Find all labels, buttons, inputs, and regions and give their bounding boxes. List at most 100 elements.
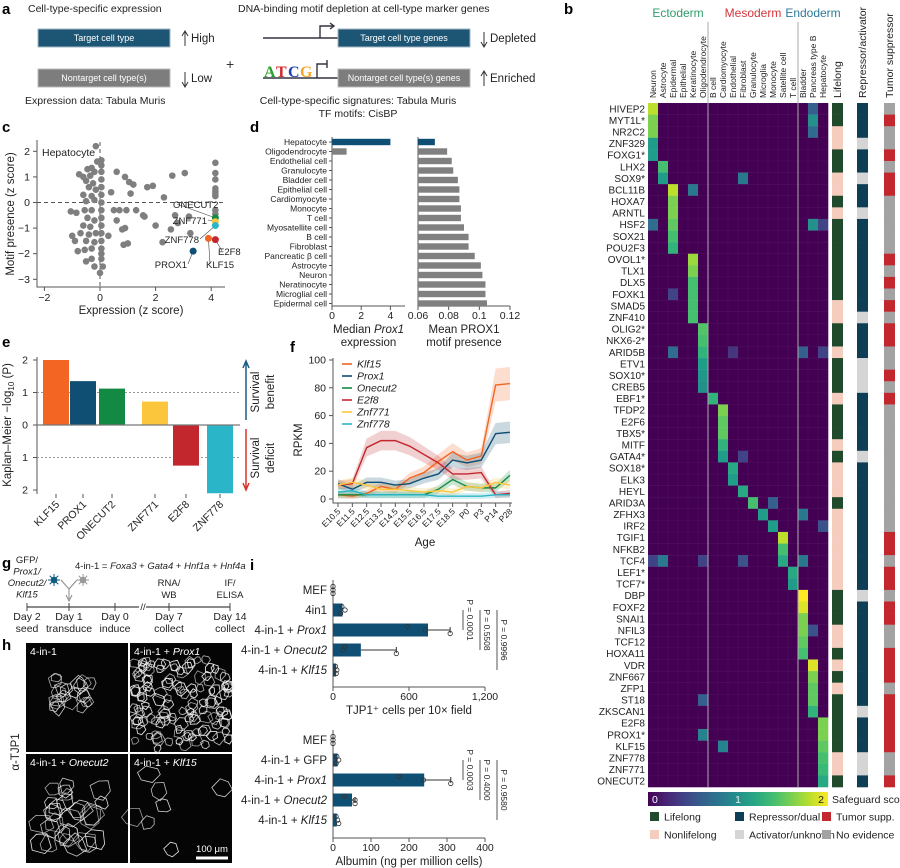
heatmap-cell <box>677 346 689 359</box>
row-label: ETV1 <box>620 359 645 370</box>
heatmap-cell <box>707 369 719 382</box>
heatmap-cell <box>767 485 779 498</box>
heatmap-cell <box>647 114 659 127</box>
data-point <box>149 182 157 190</box>
heatmap-cell <box>807 207 819 220</box>
heatmap-cell <box>757 659 769 672</box>
category-label: Pancreatic β cell <box>264 251 327 261</box>
heatmap-cell <box>817 323 829 336</box>
row-label: NFKB2 <box>613 545 646 556</box>
heatmap-cell <box>697 346 709 359</box>
heatmap-cell <box>657 183 669 197</box>
legend-label: Activator/unknown <box>749 830 835 842</box>
heatmap-cell <box>707 566 719 579</box>
data-point <box>71 237 79 245</box>
lifelong-annotation <box>832 137 843 150</box>
heatmap-cell <box>707 531 719 545</box>
tumor-annotation <box>884 230 895 243</box>
bar <box>333 603 343 617</box>
column-label: Hepatocyte <box>818 55 828 98</box>
heatmap-cell <box>807 114 819 127</box>
heatmap-cell <box>787 334 799 348</box>
replicate-point <box>405 623 411 630</box>
heatmap-cell <box>737 531 749 545</box>
regulator-annotation <box>857 184 868 197</box>
heatmap-cell <box>747 624 759 637</box>
replicate-point <box>333 670 339 677</box>
label-text: 4-in-1 + <box>254 775 297 787</box>
heatmap-cell <box>767 172 779 185</box>
data-point <box>116 206 123 214</box>
heatmap-cell <box>737 207 749 220</box>
tumor-annotation <box>884 218 895 231</box>
heatmap-cell <box>737 473 749 487</box>
plot-title: Hepatocyte <box>42 147 95 159</box>
bar <box>173 425 199 466</box>
heatmap-cell <box>797 137 809 150</box>
cell-outline <box>73 677 89 695</box>
series-line <box>337 382 511 497</box>
heatmap-cell <box>747 601 759 614</box>
heatmap-cell <box>757 137 769 150</box>
heatmap-cell <box>757 636 769 649</box>
heatmap-cell <box>717 682 729 695</box>
cell-outline <box>44 782 61 796</box>
bar <box>418 205 461 212</box>
data-point <box>88 245 95 252</box>
heatmap-cell <box>727 195 739 208</box>
heatmap-cell <box>697 102 709 116</box>
panel-label-h: h <box>2 637 11 654</box>
tumor-annotation <box>884 589 895 602</box>
cell-outline <box>208 686 215 696</box>
heatmap-cell <box>817 380 829 394</box>
heatmap-cell <box>687 612 699 626</box>
annotation-label: Survival <box>250 372 262 413</box>
motif-letter: T <box>276 64 287 81</box>
y-tick-label: 40 <box>314 438 326 450</box>
heatmap-cell <box>777 392 789 405</box>
regulator-annotation <box>857 103 868 115</box>
heatmap-cell <box>797 172 809 185</box>
heatmap-cell <box>657 636 669 649</box>
lifelong-annotation <box>832 450 843 463</box>
y-tick-label: −2 <box>18 248 30 260</box>
data-point <box>98 237 105 245</box>
lifelong-annotation <box>832 589 843 602</box>
y-axis-label: Kaplan–Meier −log10 (P) <box>2 363 16 487</box>
heatmap-cell <box>657 207 669 220</box>
heatmap-cell <box>677 485 689 498</box>
motif-letter: G <box>300 64 313 81</box>
heatmap-cell <box>797 543 809 556</box>
data-point <box>98 162 105 169</box>
heatmap-cell <box>757 392 769 405</box>
bar <box>418 138 435 146</box>
heatmap-cell <box>717 496 729 510</box>
heatmap-cell <box>807 183 819 197</box>
virus-icon <box>50 576 58 584</box>
heatmap-cell <box>687 299 699 313</box>
regulator-annotation <box>857 497 868 510</box>
label-text: 4in1 <box>305 605 327 617</box>
lifelong-annotation <box>832 392 843 405</box>
heatmap-cell <box>747 508 759 521</box>
heatmap-cell <box>757 694 769 707</box>
heatmap-cell <box>777 601 789 614</box>
heatmap-cell <box>657 601 669 614</box>
heatmap-cell <box>777 160 789 174</box>
heatmap-cell <box>797 659 809 672</box>
x-tick-label: 0.1 <box>472 310 487 322</box>
heatmap-cell <box>777 137 789 150</box>
cell-outline <box>221 709 233 721</box>
regulator-annotation <box>857 473 868 486</box>
heatmap-cell <box>697 357 709 371</box>
gene-name: Prox1 <box>297 625 327 637</box>
heatmap-cell <box>707 427 719 440</box>
lifelong-annotation <box>832 265 843 278</box>
heatmap-cell <box>657 624 669 637</box>
row-label: SMAD5 <box>611 301 646 312</box>
tumor-annotation <box>884 763 895 776</box>
heatmap-cell <box>717 578 729 591</box>
row-label: TCF7* <box>616 580 645 591</box>
cell-outline <box>60 683 73 696</box>
